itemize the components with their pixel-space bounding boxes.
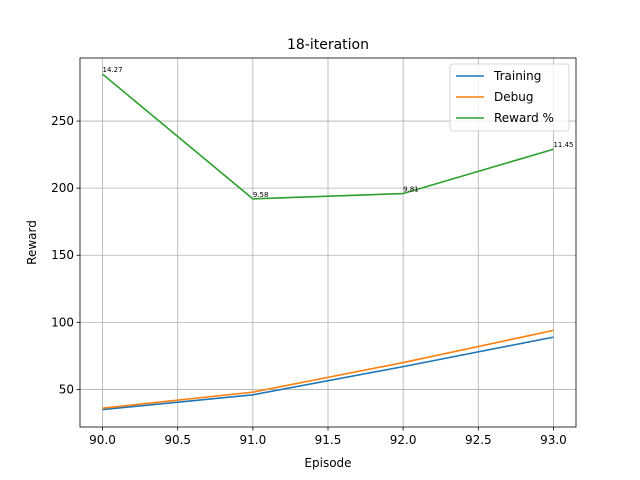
series-layer: [102, 73, 554, 411]
data-annotation: 9.81: [403, 186, 419, 194]
legend-box: [449, 63, 570, 132]
legend-label: Reward %: [494, 111, 554, 125]
y-axis-label: Reward: [25, 220, 39, 265]
y-axis-ticks: 50 100 150 200 250: [51, 114, 80, 396]
series-line-debug: [102, 329, 554, 410]
y-tick-label: 150: [51, 248, 74, 262]
y-tick-label: 50: [59, 382, 74, 396]
legend: Training Debug Reward %: [449, 63, 570, 132]
x-tick-label: 92.5: [465, 433, 492, 447]
x-tick-label: 92.0: [390, 433, 417, 447]
x-axis-label: Episode: [304, 456, 351, 470]
legend-label: Training: [493, 69, 541, 83]
data-annotation: 11.45: [553, 141, 573, 149]
chart-title: 18-iteration: [287, 37, 369, 53]
annotation-layer: 14.27 9.58 9.81 11.45: [103, 66, 574, 199]
x-tick-label: 90.0: [89, 433, 116, 447]
data-annotation: 14.27: [103, 66, 123, 74]
y-tick-label: 100: [51, 315, 74, 329]
data-annotation: 9.58: [253, 191, 269, 199]
x-tick-label: 91.0: [239, 433, 266, 447]
series-line-reward: [102, 73, 554, 200]
x-tick-label: 91.5: [315, 433, 342, 447]
x-tick-label: 93.0: [540, 433, 567, 447]
y-tick-label: 250: [51, 114, 74, 128]
x-axis-ticks: 90.0 90.5 91.0 91.5 92.0 92.5 93.0: [89, 427, 567, 447]
series-line-training: [102, 336, 554, 411]
legend-label: Debug: [494, 90, 533, 104]
y-tick-label: 200: [51, 181, 74, 195]
x-tick-label: 90.5: [164, 433, 191, 447]
grid: [80, 58, 576, 427]
